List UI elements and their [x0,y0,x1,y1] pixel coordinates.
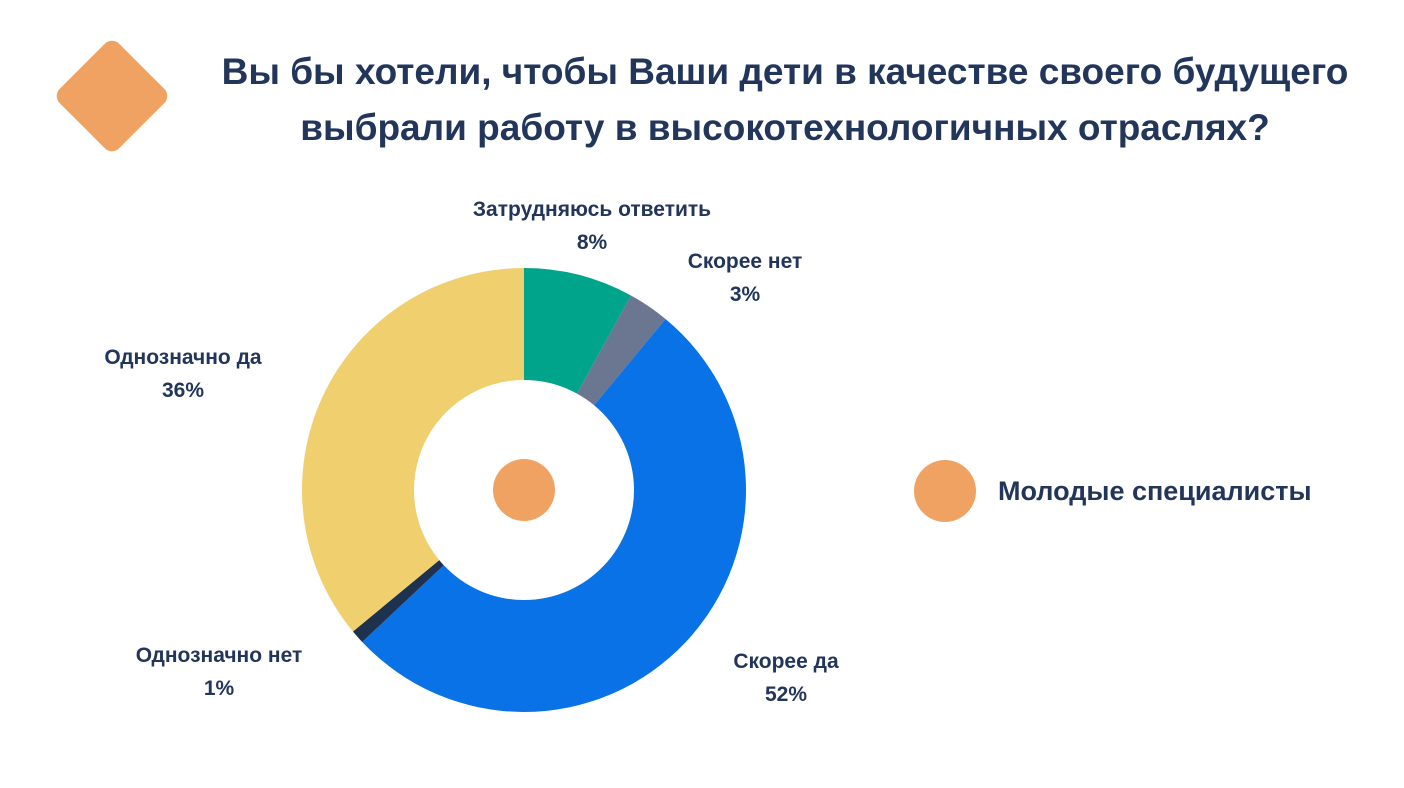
slice-label-1: Скорее нет 3% [688,245,803,311]
slice-label-2-value: 52% [764,683,808,706]
slice-label-3-name: Однозначно нет [135,644,303,667]
pie-slice-1 [576,295,666,406]
slice-label-0-name: Затрудняюсь ответить [472,198,712,221]
title-line-1: Вы бы хотели, чтобы Ваши дети в качестве… [221,51,1349,92]
legend-marker [914,460,976,522]
slice-label-4-name: Однозначно да [104,346,262,369]
center-marker [493,459,555,521]
legend: Молодые специалисты [914,460,1312,522]
slice-label-0: Затрудняюсь ответить 8% [473,193,711,259]
slice-label-3-value: 1% [203,677,235,700]
pie-slice-0 [524,268,631,394]
legend-label: Молодые специалисты [998,475,1312,506]
pie-slice-4 [301,268,524,632]
title-line-2: выбрали работу в высокотехнологичных отр… [300,107,1270,148]
pie-slice-3 [352,560,444,642]
slice-label-1-name: Скорее нет [687,250,803,273]
slice-label-0-value: 8% [576,231,608,254]
pie-slice-2 [362,318,746,712]
slice-label-4-value: 36% [161,379,205,402]
slice-label-2: Скорее да 52% [733,645,838,711]
slice-label-3: Однозначно нет 1% [136,639,303,705]
slice-label-2-name: Скорее да [733,650,839,673]
page-title: Вы бы хотели, чтобы Ваши дети в качестве… [180,44,1390,156]
slice-label-4: Однозначно да 36% [104,341,261,407]
slice-label-1-value: 3% [729,283,761,306]
